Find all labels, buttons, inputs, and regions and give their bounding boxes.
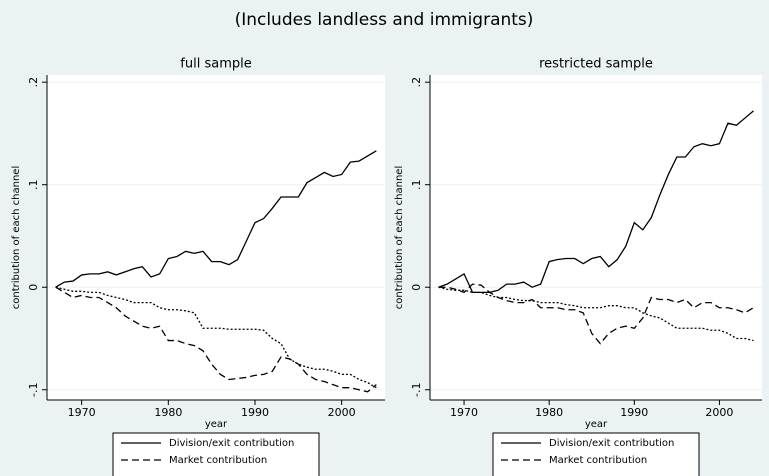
legend-label: Market contribution [169, 455, 267, 466]
y-tick-label: -.1 [27, 383, 40, 397]
x-tick-label: 1980 [154, 406, 182, 419]
y-tick-label: .1 [27, 179, 40, 190]
x-axis-label: year [585, 419, 608, 430]
series-line [438, 110, 754, 293]
series-line [55, 286, 377, 393]
x-tick-label: 1970 [450, 406, 478, 419]
y-axis-label: contribution of each channel [11, 166, 22, 309]
x-tick-label: 2000 [705, 406, 733, 419]
x-axis-label: year [205, 419, 228, 430]
x-tick-label: 1970 [68, 406, 96, 419]
plot-area [47, 75, 385, 400]
panel-title: restricted sample [539, 57, 653, 72]
panel-title: full sample [180, 57, 251, 72]
legend-box [492, 432, 700, 476]
y-axis-label: contribution of each channel [394, 166, 405, 309]
y-tick-label: .1 [410, 179, 423, 190]
plot-area [430, 75, 762, 400]
y-tick-label: .2 [410, 77, 423, 88]
legend-label: Market contribution [549, 455, 647, 466]
legend-box [112, 432, 320, 476]
x-tick-label: 1990 [241, 406, 269, 419]
legend-label: Division/exit contribution [169, 438, 294, 449]
legend-label: Division/exit contribution [549, 438, 674, 449]
series-line [438, 283, 754, 345]
series-line [55, 150, 377, 288]
y-tick-label: .2 [27, 77, 40, 88]
x-tick-label: 2000 [328, 406, 356, 419]
series-line [55, 286, 377, 389]
x-tick-label: 1990 [620, 406, 648, 419]
y-tick-label: -.1 [410, 383, 423, 397]
y-tick-label: 0 [27, 284, 40, 291]
series-line [438, 286, 754, 342]
y-tick-label: 0 [410, 284, 423, 291]
x-tick-label: 1980 [535, 406, 563, 419]
figure-title: (Includes landless and immigrants) [235, 10, 534, 30]
